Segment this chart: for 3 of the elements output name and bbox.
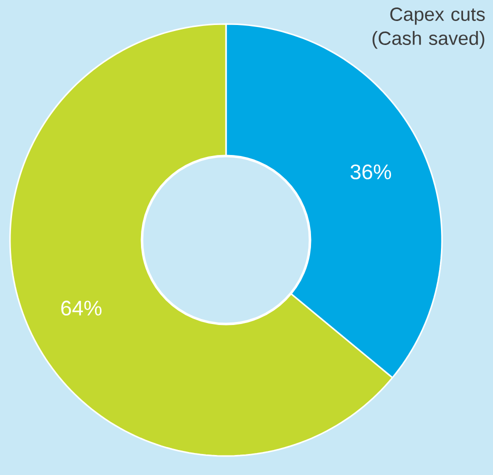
data-label: 36% bbox=[350, 164, 392, 180]
data-label: 64% bbox=[61, 300, 102, 316]
slice-label: Capex cuts (Cash saved) bbox=[372, 8, 485, 49]
